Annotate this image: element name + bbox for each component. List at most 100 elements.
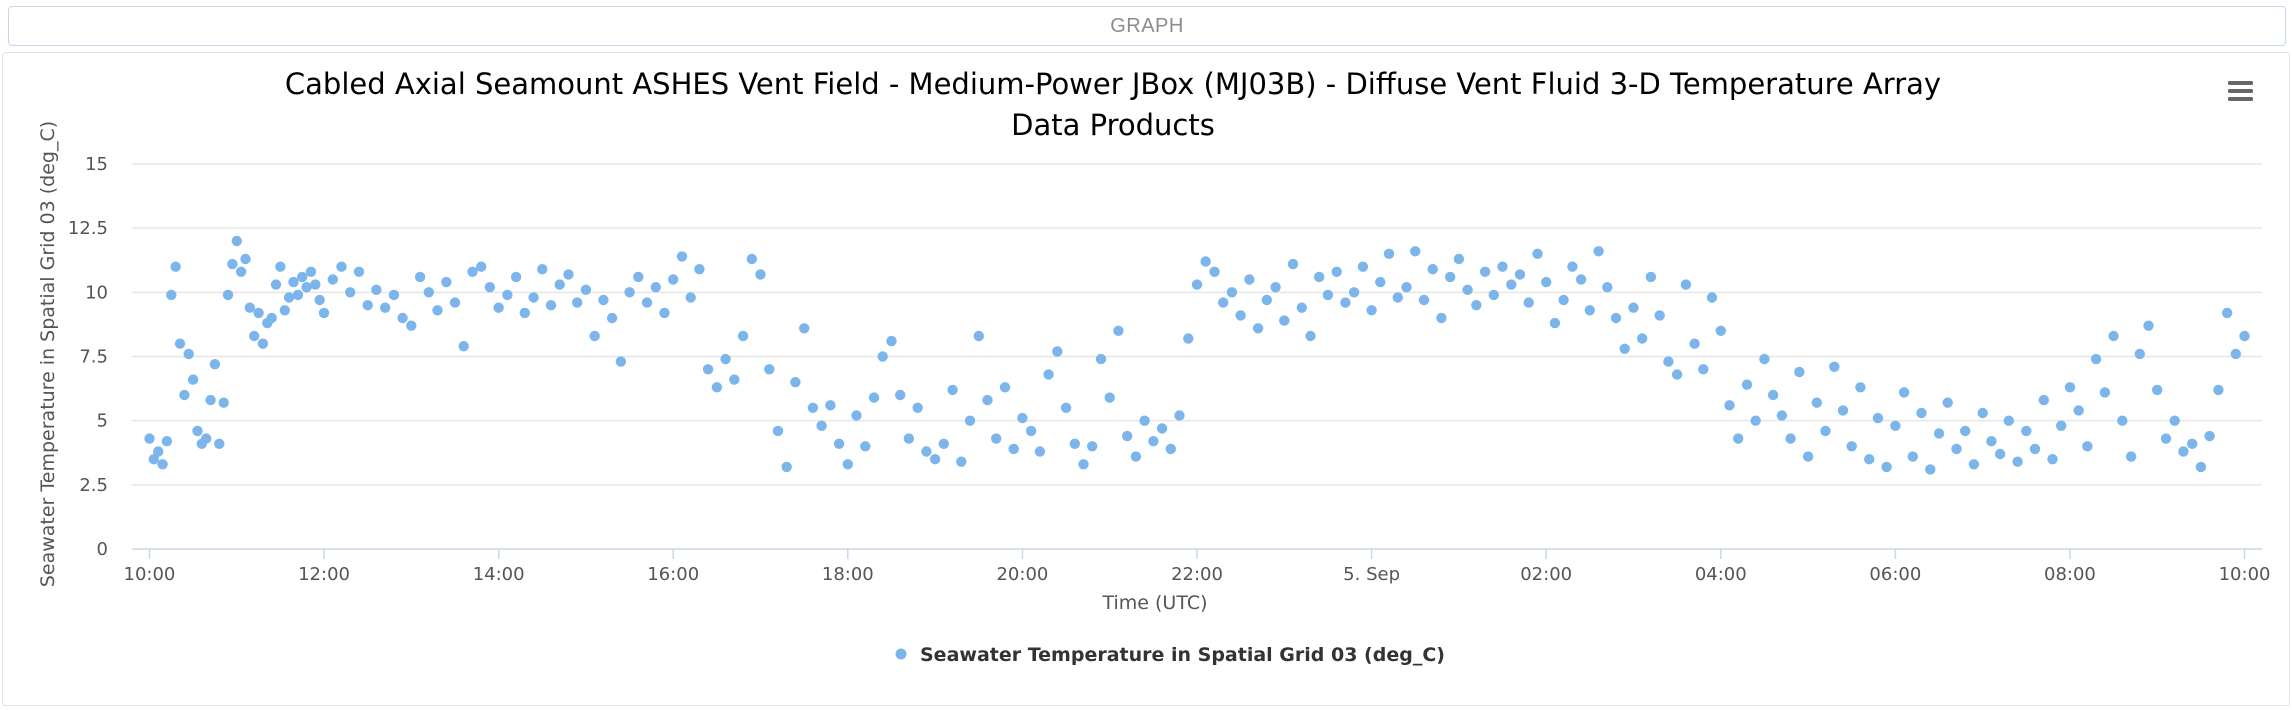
data-point[interactable] [1191, 279, 1203, 290]
data-point[interactable] [148, 454, 159, 465]
data-point[interactable] [729, 374, 740, 385]
data-point[interactable] [921, 446, 932, 457]
data-point[interactable] [2108, 330, 2119, 342]
data-point[interactable] [1497, 261, 1508, 272]
data-point[interactable] [563, 269, 574, 280]
data-point[interactable] [1279, 315, 1290, 326]
data-point[interactable] [2239, 330, 2250, 342]
data-point[interactable] [1025, 425, 1037, 437]
data-point[interactable] [179, 389, 190, 401]
data-point[interactable] [1689, 338, 1700, 349]
data-point[interactable] [554, 279, 565, 290]
data-point[interactable] [615, 356, 627, 367]
data-point[interactable] [1628, 302, 1639, 313]
data-point[interactable] [1811, 397, 1823, 408]
data-point[interactable] [1078, 459, 1089, 470]
data-point[interactable] [1584, 305, 1596, 316]
data-point[interactable] [1741, 379, 1753, 390]
data-point[interactable] [1846, 441, 1857, 452]
data-point[interactable] [1156, 423, 1168, 434]
data-point[interactable] [476, 261, 487, 272]
data-point[interactable] [266, 312, 277, 324]
legend-item[interactable]: Seawater Temperature in Spatial Grid 03 … [895, 644, 1445, 666]
data-point[interactable] [157, 459, 168, 470]
data-point[interactable] [1296, 302, 1308, 313]
data-point[interactable] [790, 377, 801, 388]
data-point[interactable] [772, 425, 784, 437]
data-point[interactable] [545, 300, 557, 311]
data-point[interactable] [1907, 451, 1919, 462]
data-point[interactable] [1226, 287, 1238, 298]
data-point[interactable] [1724, 400, 1735, 411]
data-point[interactable] [1785, 433, 1796, 444]
data-point[interactable] [2160, 433, 2172, 444]
data-point[interactable] [1052, 346, 1063, 357]
data-point[interactable] [1314, 271, 1325, 283]
data-point[interactable] [441, 276, 452, 288]
data-point[interactable] [895, 389, 906, 401]
data-point[interactable] [2029, 443, 2041, 455]
data-point[interactable] [1034, 446, 1046, 457]
data-point[interactable] [1148, 436, 1159, 447]
data-point[interactable] [1445, 271, 1456, 283]
data-point[interactable] [1008, 443, 1019, 455]
data-point[interactable] [2082, 441, 2093, 452]
data-point[interactable] [1375, 276, 1386, 288]
data-point[interactable] [2169, 415, 2180, 426]
data-point[interactable] [423, 287, 434, 298]
data-point[interactable] [851, 410, 862, 421]
data-point[interactable] [345, 287, 356, 298]
data-point[interactable] [807, 402, 819, 413]
data-point[interactable] [1898, 387, 1910, 398]
data-point[interactable] [292, 289, 304, 301]
data-point[interactable] [502, 289, 513, 301]
hamburger-menu-icon[interactable] [2226, 78, 2254, 106]
data-point[interactable] [257, 338, 269, 349]
data-point[interactable] [641, 297, 653, 308]
data-point[interactable] [467, 266, 478, 277]
data-point[interactable] [1130, 451, 1142, 462]
data-point[interactable] [1139, 415, 1150, 426]
data-point[interactable] [903, 433, 915, 444]
data-point[interactable] [1383, 248, 1395, 259]
data-point[interactable] [1610, 312, 1622, 324]
data-point[interactable] [449, 297, 461, 308]
data-point[interactable] [362, 300, 373, 311]
data-point[interactable] [694, 264, 705, 275]
data-point[interactable] [781, 461, 792, 473]
data-point[interactable] [746, 253, 757, 265]
data-point[interactable] [1104, 392, 1115, 403]
data-point[interactable] [1968, 459, 1980, 470]
data-point[interactable] [336, 261, 347, 272]
data-point[interactable] [711, 382, 723, 393]
data-point[interactable] [174, 338, 186, 349]
data-point[interactable] [519, 307, 530, 319]
data-point[interactable] [825, 400, 836, 411]
data-point[interactable] [1951, 443, 1962, 455]
data-point[interactable] [279, 305, 290, 316]
data-point[interactable] [1122, 430, 1133, 442]
data-point[interactable] [2152, 384, 2163, 396]
data-point[interactable] [209, 359, 221, 370]
data-point[interactable] [1095, 353, 1107, 365]
data-point[interactable] [2064, 382, 2076, 393]
data-point[interactable] [1060, 402, 1072, 413]
data-point[interactable] [1776, 410, 1788, 421]
data-point[interactable] [2090, 353, 2102, 365]
data-point[interactable] [1916, 407, 1927, 419]
data-point[interactable] [633, 271, 644, 283]
data-point[interactable] [1183, 333, 1194, 344]
data-point[interactable] [1488, 289, 1500, 301]
data-point[interactable] [868, 392, 880, 403]
data-point[interactable] [1244, 274, 1255, 285]
data-point[interactable] [1506, 279, 1517, 290]
data-point[interactable] [929, 454, 941, 465]
data-point[interactable] [598, 294, 609, 306]
data-point[interactable] [397, 312, 408, 324]
data-point[interactable] [1925, 464, 1936, 475]
data-point[interactable] [1567, 261, 1578, 272]
data-point[interactable] [1802, 451, 1814, 462]
data-point[interactable] [1532, 248, 1543, 259]
data-point[interactable] [458, 341, 469, 352]
data-point[interactable] [1357, 261, 1369, 272]
